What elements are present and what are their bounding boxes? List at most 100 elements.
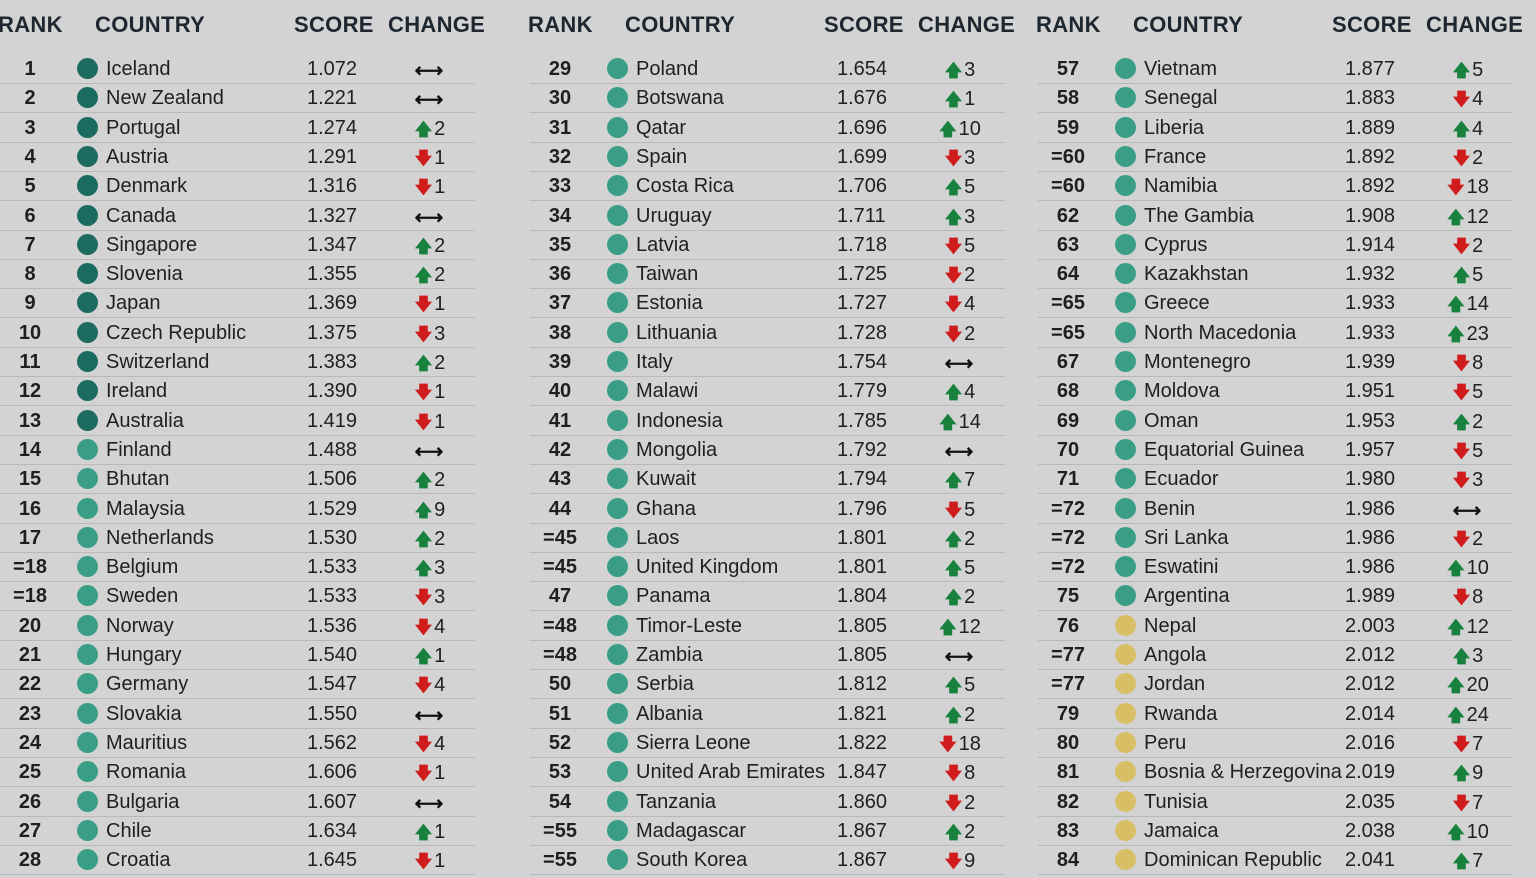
arrow-up-icon: 🡅 [944, 383, 963, 403]
table-row: 26 Bulgaria 1.607 ⟷ [0, 787, 475, 817]
peace-level-dot [77, 585, 98, 607]
rank-cell: 42 [548, 438, 572, 461]
change-cell: 🡇 2 [1433, 146, 1503, 175]
rank-cell: 24 [18, 731, 42, 754]
country-cell: Madagascar [636, 819, 747, 842]
rank-cell: 1 [24, 58, 36, 80]
peace-level-dot [77, 263, 98, 285]
arrow-up-icon: 🡅 [1452, 119, 1471, 139]
change-cell: 🡅 12 [1433, 615, 1503, 644]
arrow-down-icon: 🡇 [414, 734, 433, 754]
change-value: 1 [434, 410, 446, 433]
score-cell: 1.711 [837, 204, 886, 227]
table-row: 5 Denmark 1.316 🡇 1 [0, 171, 475, 202]
arrow-both-icon: ⟷ [414, 440, 444, 463]
peace-level-dot [607, 380, 628, 402]
table-row: =45 United Kingdom 1.801 🡅 5 [530, 552, 1005, 583]
rank-cell: 5 [24, 175, 36, 198]
peace-level-dot [77, 351, 98, 372]
rank-cell: =18 [13, 585, 47, 608]
peace-level-dot [77, 731, 98, 753]
score-cell: 1.754 [837, 351, 888, 373]
rank-cell: 40 [548, 380, 572, 403]
rank-cell: 70 [1056, 438, 1080, 461]
arrow-up-icon: 🡅 [1452, 647, 1471, 666]
arrow-up-icon: 🡅 [1452, 61, 1471, 80]
country-cell: Benin [1144, 497, 1196, 520]
score-cell: 2.012 [1345, 673, 1396, 696]
country-cell: Tunisia [1144, 790, 1208, 813]
change-header: CHANGE [388, 12, 486, 37]
peace-level-dot [1115, 438, 1136, 460]
change-value: 2 [434, 264, 446, 287]
rank-cell: 38 [548, 321, 572, 344]
peace-level-dot [77, 233, 98, 255]
change-value: 3 [434, 586, 446, 609]
score-cell: 1.506 [307, 468, 358, 491]
change-value: 5 [1472, 439, 1484, 462]
table-row: 42 Mongolia 1.792 ⟷ [530, 435, 1005, 465]
rank-cell: 20 [18, 614, 42, 637]
country-cell: Greece [1144, 292, 1210, 315]
change-cell: 🡇 2 [925, 791, 995, 820]
country-cell: New Zealand [106, 87, 224, 110]
change-cell: 🡅 2 [925, 820, 995, 849]
rank-cell: 32 [548, 145, 572, 168]
arrow-up-icon: 🡅 [414, 119, 433, 139]
country-header: COUNTRY [95, 12, 206, 37]
rank-cell: 37 [548, 292, 572, 315]
country-cell: Uruguay [636, 204, 712, 227]
rank-cell: 39 [548, 351, 572, 373]
country-cell: Costa Rica [636, 175, 734, 198]
table-row: =60 France 1.892 🡇 2 [1038, 142, 1513, 172]
country-header: COUNTRY [1133, 12, 1244, 37]
country-cell: Ireland [106, 380, 168, 403]
rank-cell: 63 [1056, 233, 1080, 256]
peace-level-dot [77, 526, 98, 548]
rank-cell: =18 [13, 556, 47, 579]
arrow-both-icon: ⟷ [414, 704, 444, 727]
peace-level-dot [607, 761, 628, 783]
change-cell: 🡅 3 [925, 58, 995, 87]
score-cell: 1.986 [1345, 526, 1396, 549]
score-cell: 1.327 [307, 204, 358, 227]
country-cell: Australia [106, 409, 184, 432]
rank-cell: 83 [1056, 819, 1080, 842]
table-row: =45 Laos 1.801 🡅 2 [530, 523, 1005, 553]
peace-level-dot [607, 849, 628, 871]
arrow-down-icon: 🡇 [1452, 383, 1471, 403]
country-cell: South Korea [636, 849, 748, 872]
peace-level-dot [1115, 351, 1136, 372]
arrow-up-icon: 🡅 [414, 822, 433, 842]
arrow-down-icon: 🡇 [944, 793, 963, 813]
rank-cell: 51 [548, 702, 572, 725]
rank-cell: 34 [548, 204, 572, 227]
peace-level-dot [77, 673, 98, 695]
score-cell: 1.699 [837, 145, 888, 168]
rank-cell: 6 [24, 204, 36, 227]
table-row: =18 Belgium 1.533 🡅 3 [0, 552, 475, 583]
peace-level-dot [607, 263, 628, 285]
rank-cell: 75 [1056, 585, 1080, 608]
change-value: 3 [434, 322, 446, 345]
arrow-down-icon: 🡇 [944, 500, 963, 520]
change-value: 1 [434, 146, 446, 169]
arrow-down-icon: 🡇 [414, 383, 433, 403]
rank-cell: 82 [1056, 790, 1080, 813]
arrow-up-icon: 🡅 [944, 676, 963, 696]
country-cell: Taiwan [636, 263, 699, 286]
peace-level-dot [607, 351, 628, 372]
change-cell: 🡅 10 [1433, 820, 1503, 849]
change-value: 3 [1472, 645, 1484, 667]
change-header: CHANGE [918, 12, 1016, 37]
change-cell: 🡅 5 [925, 175, 995, 204]
table-row: 43 Kuwait 1.794 🡅 7 [530, 464, 1005, 495]
score-cell: 1.908 [1345, 204, 1396, 227]
country-cell: Japan [106, 292, 161, 315]
rank-cell: 81 [1056, 761, 1080, 784]
rank-cell: =55 [543, 849, 577, 872]
change-cell: 🡅 3 [925, 205, 995, 234]
change-value: 2 [964, 703, 976, 726]
arrow-both-icon: ⟷ [414, 792, 444, 815]
change-value: 3 [964, 205, 976, 228]
